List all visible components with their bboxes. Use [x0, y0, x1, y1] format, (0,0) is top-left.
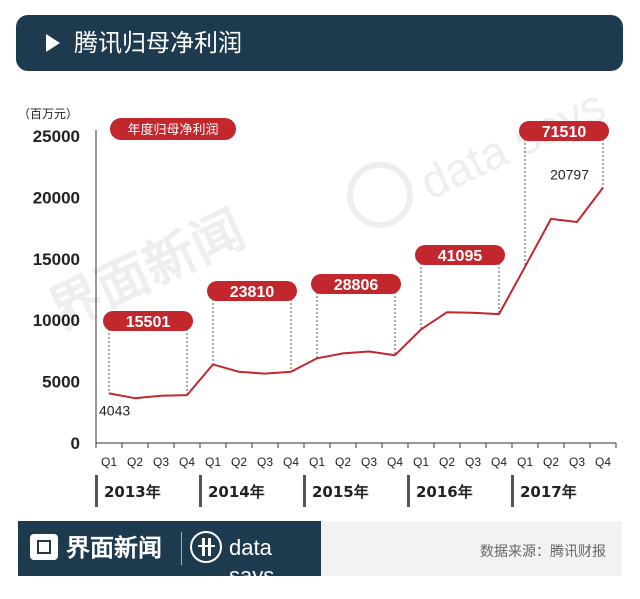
annual-badge-value: 23810	[230, 284, 275, 301]
data-source: 数据来源：腾讯财报	[480, 544, 606, 560]
x-tick-label: Q1	[205, 455, 221, 469]
x-tick-label: Q4	[491, 455, 507, 469]
x-tick-label: Q3	[153, 455, 169, 469]
watermark-en: data says	[412, 79, 612, 209]
x-tick-label: Q1	[517, 455, 533, 469]
legend-badge	[110, 118, 236, 140]
point-label: 4043	[99, 402, 130, 418]
annual-badge	[519, 121, 609, 141]
annual-badge	[415, 245, 505, 265]
profit-series-line	[108, 186, 604, 400]
x-tick-label: Q2	[127, 455, 143, 469]
y-axis-unit: （百万元）	[18, 107, 78, 121]
legend-badge-label: 年度归母净利润	[127, 122, 218, 138]
brand-name: 界面新闻	[66, 534, 162, 562]
title-banner: 腾讯归母净利润	[16, 15, 623, 71]
year-marker	[199, 475, 202, 507]
x-tick-label: Q1	[309, 455, 325, 469]
year-marker	[407, 475, 410, 507]
year-label: 2016年	[416, 483, 473, 501]
y-tick-label: 20000	[33, 188, 80, 207]
year-marker	[95, 475, 98, 507]
play-arrow-icon	[46, 34, 60, 52]
x-tick-label: Q3	[569, 455, 585, 469]
x-tick-label: Q3	[257, 455, 273, 469]
x-tick-label: Q2	[231, 455, 247, 469]
annual-badge-value: 28806	[334, 277, 379, 294]
year-marker	[303, 475, 306, 507]
x-tick-label: Q4	[179, 455, 195, 469]
x-tick-label: Q3	[361, 455, 377, 469]
year-label: 2014年	[208, 483, 265, 501]
y-tick-label: 10000	[33, 311, 80, 330]
footer-brand-panel: 界面新闻 data says	[18, 521, 321, 588]
year-label: 2017年	[520, 483, 577, 501]
x-tick-label: Q2	[543, 455, 559, 469]
brand-divider	[181, 532, 182, 565]
watermark-logo-icon	[347, 162, 413, 228]
brand-tagline: data says	[229, 535, 275, 588]
annual-badge-value: 41095	[438, 248, 483, 265]
x-tick-label: Q4	[595, 455, 611, 469]
x-tick-label: Q2	[335, 455, 351, 469]
x-tick-label: Q4	[283, 455, 299, 469]
year-label: 2013年	[104, 483, 161, 501]
x-tick-label: Q4	[387, 455, 403, 469]
data-says-logo-icon	[190, 531, 222, 563]
page-title: 腾讯归母净利润	[74, 29, 242, 57]
year-label: 2015年	[312, 483, 369, 501]
year-marker	[511, 475, 514, 507]
x-tick-label: Q3	[465, 455, 481, 469]
y-tick-label: 0	[71, 434, 80, 453]
x-tick-label: Q1	[101, 455, 117, 469]
annual-badge-value: 71510	[542, 124, 587, 141]
x-tick-label: Q1	[413, 455, 429, 469]
y-tick-label: 5000	[42, 373, 80, 392]
annual-badge	[207, 281, 297, 301]
x-tick-label: Q2	[439, 455, 455, 469]
jiemian-logo-icon	[30, 534, 58, 560]
y-tick-label: 15000	[33, 250, 80, 269]
annual-badge-value: 15501	[126, 314, 171, 331]
annual-badge	[103, 311, 193, 331]
annual-badge	[311, 274, 401, 294]
point-label: 20797	[550, 167, 589, 183]
footer: 界面新闻 data says 数据来源：腾讯财报	[18, 521, 622, 588]
y-tick-label: 25000	[33, 127, 80, 146]
